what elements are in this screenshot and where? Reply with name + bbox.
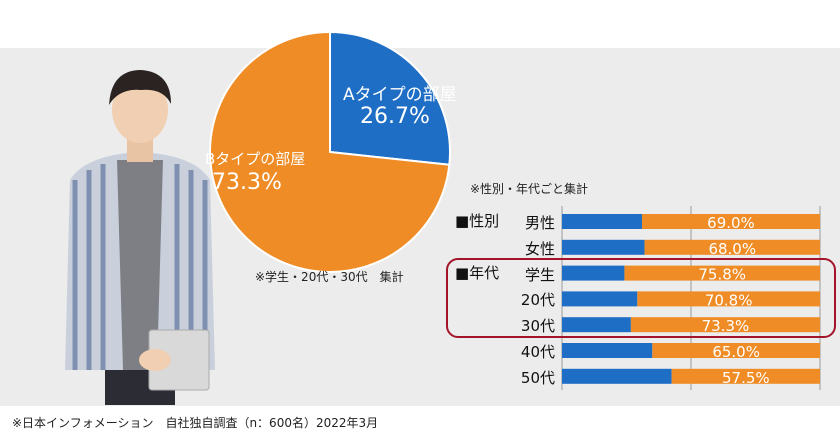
bar-20代-orange: [637, 291, 820, 307]
bar-学生-blue: [562, 265, 625, 281]
pie-value-a: 26.7%: [360, 104, 430, 129]
bar-50代-blue: [562, 368, 672, 384]
category-label-30代: 30代: [520, 317, 555, 336]
pie-slice-a: [329, 30, 451, 166]
bar-label-女性: 68.0%: [708, 240, 756, 258]
bar-label-40代: 65.0%: [712, 343, 760, 361]
category-label-学生: 学生: [524, 265, 555, 284]
bar-label-50代: 57.5%: [722, 369, 770, 387]
category-label-男性: 男性: [524, 214, 555, 232]
pie-chart: [209, 30, 451, 273]
bar-30代-orange: [630, 317, 820, 333]
stacked-bar-chart: 69.0% 68.0% 75.8% 70.8% 73.3% 65.0% 57.5%: [561, 206, 821, 390]
category-label-50代: 50代: [520, 368, 555, 387]
bar-40代-orange: [652, 343, 820, 358]
bar-男性-blue: [562, 214, 642, 229]
bar-男性-orange: [641, 214, 820, 229]
bar-label-30代: 73.3%: [702, 317, 750, 335]
group-label-gender: ■性別: [455, 212, 500, 230]
bar-30代-blue: [562, 317, 631, 333]
bar-label-20代: 70.8%: [705, 291, 753, 309]
person-photo: [65, 70, 215, 405]
bar-50代-orange: [671, 368, 820, 384]
pie-note: ※学生・20代・30代 集計: [255, 270, 404, 284]
bar-note: ※性別・年代ごと集計: [470, 182, 589, 196]
pie-label-a: Aタイプの部屋: [343, 85, 457, 105]
group-label-age: ■年代: [455, 264, 500, 282]
category-label-女性: 女性: [524, 239, 555, 258]
bar-20代-blue: [562, 291, 638, 307]
category-label-20代: 20代: [520, 291, 555, 310]
bar-label-学生: 75.8%: [698, 266, 746, 284]
source-footnote: ※日本インフォメーション 自社独自調査（n：600名）2022年3月: [12, 416, 379, 430]
highlight-box: [446, 258, 836, 338]
bar-女性-orange: [644, 239, 820, 255]
bar-40代-blue: [562, 343, 653, 358]
category-label-40代: 40代: [520, 343, 555, 361]
pie-slice-b: [209, 30, 451, 273]
bar-label-男性: 69.0%: [707, 214, 755, 232]
bar-女性-blue: [562, 239, 645, 255]
bar-学生-orange: [624, 265, 820, 281]
pie-label-b: Bタイプの部屋: [205, 150, 306, 168]
pie-value-b: 73.3%: [212, 170, 282, 195]
